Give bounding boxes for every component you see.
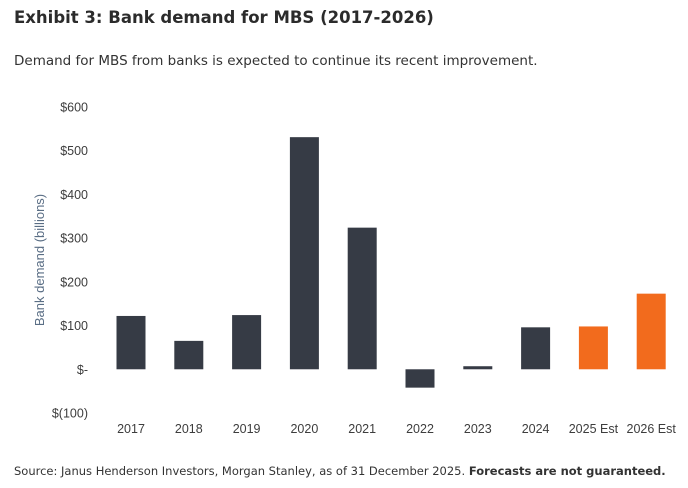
x-tick-label: 2023 bbox=[464, 422, 492, 436]
bar-2020 bbox=[289, 137, 319, 370]
y-tick-label: $- bbox=[77, 363, 88, 377]
chart-title: Exhibit 3: Bank demand for MBS (2017-202… bbox=[14, 8, 434, 27]
y-tick-label: $400 bbox=[60, 188, 88, 202]
x-tick-label: 2018 bbox=[175, 422, 203, 436]
y-tick-label: $(100) bbox=[52, 407, 88, 421]
bar-2018 bbox=[174, 340, 204, 370]
x-tick-label: 2020 bbox=[290, 422, 318, 436]
y-tick-label: $500 bbox=[60, 144, 88, 158]
bar-2026-est bbox=[636, 293, 666, 370]
y-tick-label: $600 bbox=[60, 101, 88, 115]
bars bbox=[116, 137, 666, 388]
x-tick-label: 2024 bbox=[522, 422, 550, 436]
x-tick-label: 2017 bbox=[117, 422, 145, 436]
bar-2024 bbox=[521, 327, 551, 370]
x-axis-ticks: 2017 2018 2019 2020 2021 2022 2023 2024 2025 Est… bbox=[117, 422, 676, 436]
bar-2017 bbox=[116, 315, 146, 370]
source-note: Source: Janus Henderson Investors, Morga… bbox=[14, 464, 666, 478]
y-tick-label: $200 bbox=[60, 275, 88, 289]
y-tick-label: $300 bbox=[60, 232, 88, 246]
x-tick-label: 2026 Est bbox=[627, 422, 677, 436]
y-axis-ticks: $600 $500 $400 $300 $200 $100 $- $(100) bbox=[52, 101, 88, 421]
bar-2019 bbox=[232, 315, 262, 370]
forecast-disclaimer: Forecasts are not guaranteed. bbox=[468, 464, 666, 478]
bar-2023 bbox=[463, 366, 493, 370]
y-tick-label: $100 bbox=[60, 319, 88, 333]
bar-2025-est bbox=[578, 326, 608, 370]
x-tick-label: 2019 bbox=[233, 422, 261, 436]
bar-2022 bbox=[405, 369, 435, 388]
x-tick-label: 2021 bbox=[348, 422, 376, 436]
x-tick-label: 2022 bbox=[406, 422, 434, 436]
chart-subtitle: Demand for MBS from banks is expected to… bbox=[14, 53, 538, 69]
y-axis-label: Bank demand (billions) bbox=[32, 194, 47, 326]
x-tick-label: 2025 Est bbox=[569, 422, 619, 436]
bar-2021 bbox=[347, 227, 377, 370]
source-text: Source: Janus Henderson Investors, Morga… bbox=[14, 464, 466, 478]
